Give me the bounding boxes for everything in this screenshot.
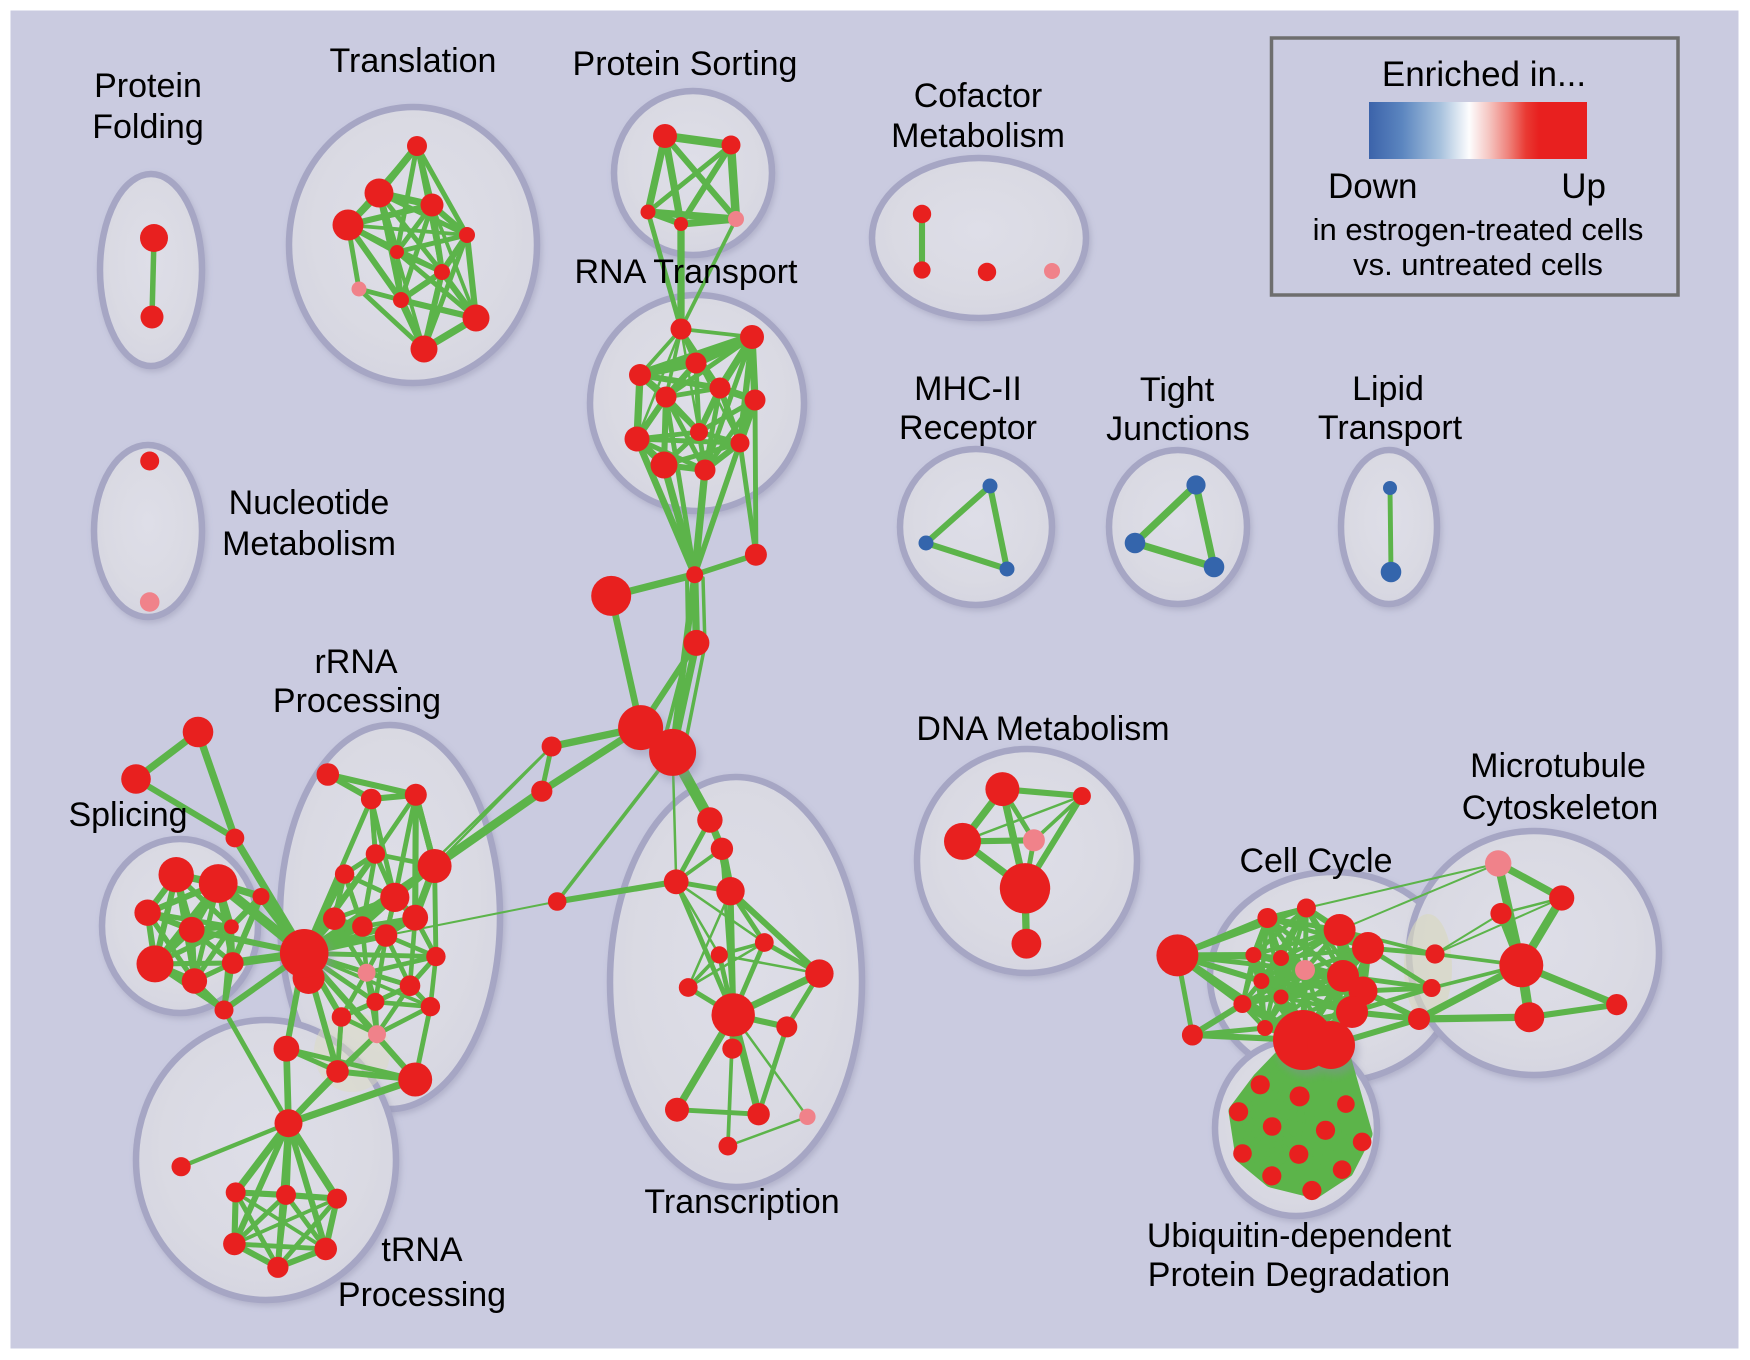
svg-text:Junctions: Junctions xyxy=(1106,410,1250,448)
svg-text:MHC-II: MHC-II xyxy=(914,370,1022,408)
svg-text:Protein Sorting: Protein Sorting xyxy=(573,45,798,83)
svg-text:Cell Cycle: Cell Cycle xyxy=(1239,842,1392,880)
svg-text:Enriched in...: Enriched in... xyxy=(1382,55,1586,94)
svg-text:Metabolism: Metabolism xyxy=(891,117,1065,155)
svg-text:Cofactor: Cofactor xyxy=(914,77,1043,115)
svg-text:DNA Metabolism: DNA Metabolism xyxy=(916,710,1169,748)
svg-text:Ubiquitin-dependent: Ubiquitin-dependent xyxy=(1147,1217,1452,1255)
svg-text:Nucleotide: Nucleotide xyxy=(229,484,390,522)
svg-text:Microtubule: Microtubule xyxy=(1470,747,1646,785)
svg-text:Down: Down xyxy=(1328,167,1417,206)
svg-text:tRNA: tRNA xyxy=(381,1231,463,1269)
svg-text:Translation: Translation xyxy=(330,42,497,80)
svg-text:rRNA: rRNA xyxy=(314,643,397,681)
svg-text:in estrogen-treated cells: in estrogen-treated cells xyxy=(1313,212,1644,247)
svg-text:Cytoskeleton: Cytoskeleton xyxy=(1462,789,1659,827)
svg-text:Folding: Folding xyxy=(92,108,204,146)
svg-text:Transcription: Transcription xyxy=(644,1183,839,1221)
svg-text:Transport: Transport xyxy=(1318,409,1463,447)
svg-text:Protein Degradation: Protein Degradation xyxy=(1148,1256,1450,1294)
svg-text:Receptor: Receptor xyxy=(899,409,1037,447)
svg-text:Lipid: Lipid xyxy=(1352,370,1424,408)
svg-text:Processing: Processing xyxy=(338,1276,506,1314)
svg-text:Splicing: Splicing xyxy=(68,796,187,834)
svg-text:Protein: Protein xyxy=(94,67,202,105)
svg-text:Tight: Tight xyxy=(1140,371,1215,409)
svg-text:Metabolism: Metabolism xyxy=(222,525,396,563)
svg-text:Processing: Processing xyxy=(273,682,441,720)
svg-text:Up: Up xyxy=(1561,167,1606,206)
svg-text:vs. untreated cells: vs. untreated cells xyxy=(1353,247,1603,282)
svg-text:RNA Transport: RNA Transport xyxy=(575,253,799,291)
